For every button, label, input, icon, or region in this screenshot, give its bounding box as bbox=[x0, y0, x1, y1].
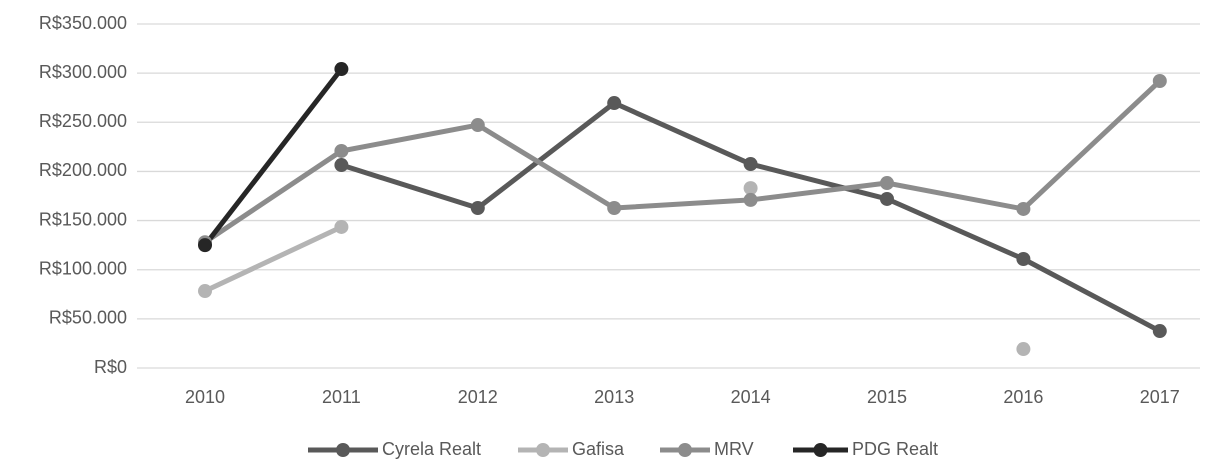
point-marker bbox=[1016, 252, 1031, 267]
point-marker bbox=[1152, 324, 1167, 339]
y-tick-label: R$50.000 bbox=[49, 308, 127, 328]
x-tick-label: 2017 bbox=[1140, 387, 1180, 407]
point-marker bbox=[880, 176, 894, 191]
point-marker bbox=[334, 158, 349, 173]
point-marker bbox=[198, 284, 212, 299]
point-marker bbox=[334, 62, 349, 77]
y-tick-label: R$200.000 bbox=[39, 160, 127, 180]
series-line bbox=[203, 67, 344, 247]
point-marker bbox=[743, 181, 758, 196]
point-marker bbox=[880, 191, 894, 206]
point-marker bbox=[743, 157, 758, 172]
x-tick-label: 2010 bbox=[185, 387, 225, 407]
legend-marker bbox=[813, 443, 828, 457]
point-marker bbox=[334, 143, 349, 158]
y-tick-label: R$0 bbox=[94, 357, 127, 377]
legend-marker bbox=[536, 443, 550, 457]
legend-label: Cyrela Realt bbox=[382, 439, 481, 459]
point-marker bbox=[334, 219, 349, 234]
point-marker bbox=[470, 200, 485, 215]
y-tick-label: R$100.000 bbox=[39, 258, 127, 278]
y-tick-label: R$150.000 bbox=[39, 209, 127, 229]
series-line bbox=[340, 100, 1161, 334]
series-line bbox=[203, 79, 1162, 245]
legend-label: Gafisa bbox=[572, 439, 625, 459]
point-marker bbox=[607, 96, 622, 111]
x-tick-label: 2014 bbox=[731, 387, 771, 407]
y-tick-label: R$250.000 bbox=[39, 111, 127, 131]
point-marker bbox=[607, 200, 622, 215]
point-marker bbox=[1016, 201, 1031, 216]
series-line bbox=[205, 227, 1023, 349]
x-tick-label: 2011 bbox=[322, 387, 361, 407]
legend-marker bbox=[336, 443, 350, 457]
x-tick-label: 2013 bbox=[594, 387, 634, 407]
x-tick-label: 2016 bbox=[1003, 387, 1043, 407]
point-marker bbox=[743, 192, 758, 207]
legend-label: MRV bbox=[714, 439, 754, 459]
legend-marker bbox=[678, 443, 692, 457]
point-marker bbox=[198, 238, 212, 253]
x-tick-label: 2012 bbox=[458, 387, 498, 407]
y-tick-label: R$350.000 bbox=[39, 13, 127, 33]
x-tick-label: 2015 bbox=[867, 387, 907, 407]
y-tick-label: R$300.000 bbox=[39, 62, 127, 82]
point-marker bbox=[1152, 74, 1167, 89]
point-marker bbox=[470, 118, 485, 133]
point-marker bbox=[1016, 342, 1031, 357]
legend-label: PDG Realt bbox=[852, 439, 938, 459]
